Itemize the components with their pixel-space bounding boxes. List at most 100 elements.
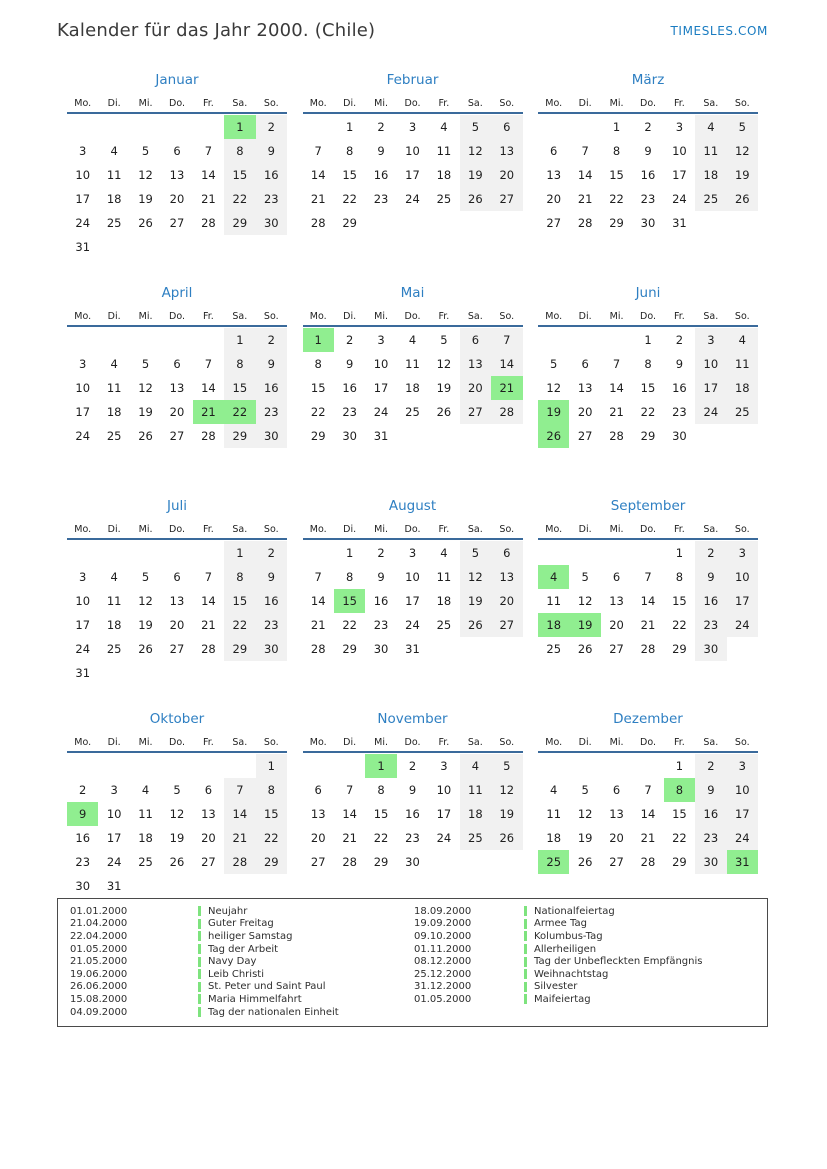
- day-cell: 26: [459, 613, 492, 637]
- day-cell: 28: [640, 642, 656, 656]
- day-cell: 10: [373, 357, 389, 371]
- day-cell: [538, 115, 569, 139]
- weekday-label: Do.: [169, 524, 185, 535]
- day-cell: [538, 541, 569, 565]
- day-cell: 17: [672, 168, 687, 182]
- month-title: Oktober: [149, 711, 205, 727]
- day-cell: 20: [491, 163, 523, 187]
- holiday-legend-box: 01.01.2000 Neujahr 21.04.2000 Guter Freitag…: [57, 898, 768, 1028]
- day-cell: [569, 754, 600, 778]
- day-cell: 5: [581, 570, 589, 584]
- day-cell: 6: [612, 570, 621, 584]
- weekday-header-row: Mo. Di. Mi. Do. Fr. Sa. So.: [67, 97, 287, 111]
- day-cell: 27: [169, 216, 185, 230]
- day-cell: [98, 235, 129, 259]
- day-cell: 27: [577, 429, 593, 443]
- holiday-date: 08.12.2000: [414, 956, 472, 968]
- weekday-label: Sa.: [703, 311, 719, 322]
- day-cell: 31: [405, 642, 420, 656]
- day-cell: 12: [138, 168, 153, 182]
- holiday-marker-bar: [198, 969, 201, 980]
- brand-link[interactable]: TIMESLES.COM: [670, 24, 768, 38]
- day-cell: 6: [459, 328, 492, 352]
- day-cell: 25: [695, 187, 727, 211]
- weekday-header-row: Mo. Di. Mi. Do. Fr. Sa. So.: [538, 736, 758, 750]
- weekday-label: Mi.: [138, 311, 153, 322]
- day-cell: [193, 661, 224, 685]
- holiday-legend-row: 09.10.2000 Kolumbus-Tag: [414, 930, 767, 943]
- header-divider-line: [67, 751, 287, 753]
- weekday-label: So.: [499, 524, 515, 535]
- day-cell: 25: [726, 400, 758, 424]
- weekday-label: Mi.: [138, 524, 153, 535]
- weekday-label: So.: [263, 98, 279, 109]
- weekday-label: Mo.: [545, 524, 563, 535]
- day-cell: 15: [672, 807, 687, 821]
- day-cell: [569, 328, 600, 352]
- day-cell: 28: [342, 855, 357, 869]
- weekday-label: Mi.: [374, 311, 388, 322]
- day-cell: [256, 235, 287, 259]
- day-cell: 4: [141, 783, 150, 797]
- day-cell: 5: [141, 570, 150, 584]
- weekday-label: Do.: [169, 737, 185, 748]
- holiday-legend-row: 08.12.2000 Tag der Unbefleckten Empfängni…: [414, 955, 767, 968]
- day-cell: 12: [169, 807, 185, 821]
- day-cell: 13: [201, 807, 216, 821]
- months-grid: Januar Mo. Di. Mi. Do. Fr. Sa. So. 1 2 3 4 5 6 7 8 9 10 11…: [67, 72, 758, 898]
- day-cell: 28: [640, 855, 656, 869]
- day-cell-holiday: 9: [67, 802, 99, 826]
- day-cell: 15: [373, 807, 389, 821]
- day-cell: 14: [310, 168, 326, 182]
- day-cell: [130, 874, 161, 898]
- month-februar: Februar Mo. Di. Mi. Do. Fr. Sa. So. 1 2 3 4 5 6 7 8 9 10 1…: [302, 72, 523, 259]
- day-cell: 16: [672, 381, 687, 395]
- holiday-date: 09.10.2000: [414, 930, 472, 942]
- weekday-label: Do.: [404, 737, 421, 748]
- day-cell: 20: [169, 618, 185, 632]
- day-cell: [491, 637, 522, 661]
- day-cell: 27: [169, 642, 185, 656]
- day-cell-holiday: 18: [538, 613, 570, 637]
- weekday-header-row: Mo. Di. Mi. Do. Fr. Sa. So.: [303, 736, 523, 750]
- weekday-label: Mo.: [309, 737, 327, 748]
- day-cell: 14: [310, 594, 326, 608]
- day-cell: 9: [377, 570, 385, 584]
- day-cell: 14: [342, 807, 357, 821]
- day-cell-holiday: 4: [538, 565, 570, 589]
- day-cell-holiday: 1: [302, 328, 334, 352]
- day-cell: [130, 661, 161, 685]
- holiday-name: Neujahr: [208, 905, 248, 917]
- day-cell: 2: [79, 783, 87, 797]
- holiday-date: 19.09.2000: [414, 918, 472, 930]
- day-cell: 12: [726, 139, 758, 163]
- day-cell: 19: [138, 618, 153, 632]
- weekday-label: Mo.: [309, 311, 327, 322]
- day-cell: 15: [255, 802, 287, 826]
- day-cell: 29: [373, 855, 389, 869]
- day-cell: 6: [612, 783, 621, 797]
- day-cell: 25: [106, 642, 122, 656]
- day-cell: 2: [695, 541, 727, 565]
- day-cell: 17: [373, 381, 389, 395]
- calendar-page: Kalender für das Jahr 2000. (Chile) TIME…: [57, 20, 768, 1028]
- day-cell: 16: [255, 589, 287, 613]
- day-cell: 20: [310, 831, 326, 845]
- weekday-header-row: Mo. Di. Mi. Do. Fr. Sa. So.: [67, 523, 287, 537]
- day-cell: 19: [459, 589, 492, 613]
- day-cell: [193, 874, 224, 898]
- day-cell: 5: [141, 357, 150, 371]
- weekday-label: Mi.: [138, 737, 153, 748]
- month-day-grid: 1 2 3 4 5 6 7 8 9 10 11 12 13 14 15 16 17 18 19 20 21 22 23 24 2…: [303, 115, 523, 235]
- day-cell: [161, 328, 192, 352]
- day-cell: 3: [79, 570, 87, 584]
- day-cell: [334, 754, 365, 778]
- day-cell: 25: [106, 429, 122, 443]
- weekday-label: Di.: [343, 311, 357, 322]
- month-day-grid: 1 2 3 4 5 6 7 8 9 10 11 12 13 14 15 16 17 18 19 20 21 22 23 24 2…: [67, 754, 287, 898]
- day-cell: 6: [173, 357, 181, 371]
- month-april: April Mo. Di. Mi. Do. Fr. Sa. So. 1 2 3 4 5 6 7 8 9 10 11 1…: [67, 285, 287, 472]
- day-cell: 6: [314, 783, 322, 797]
- day-cell: 21: [224, 826, 256, 850]
- day-cell: 16: [405, 807, 420, 821]
